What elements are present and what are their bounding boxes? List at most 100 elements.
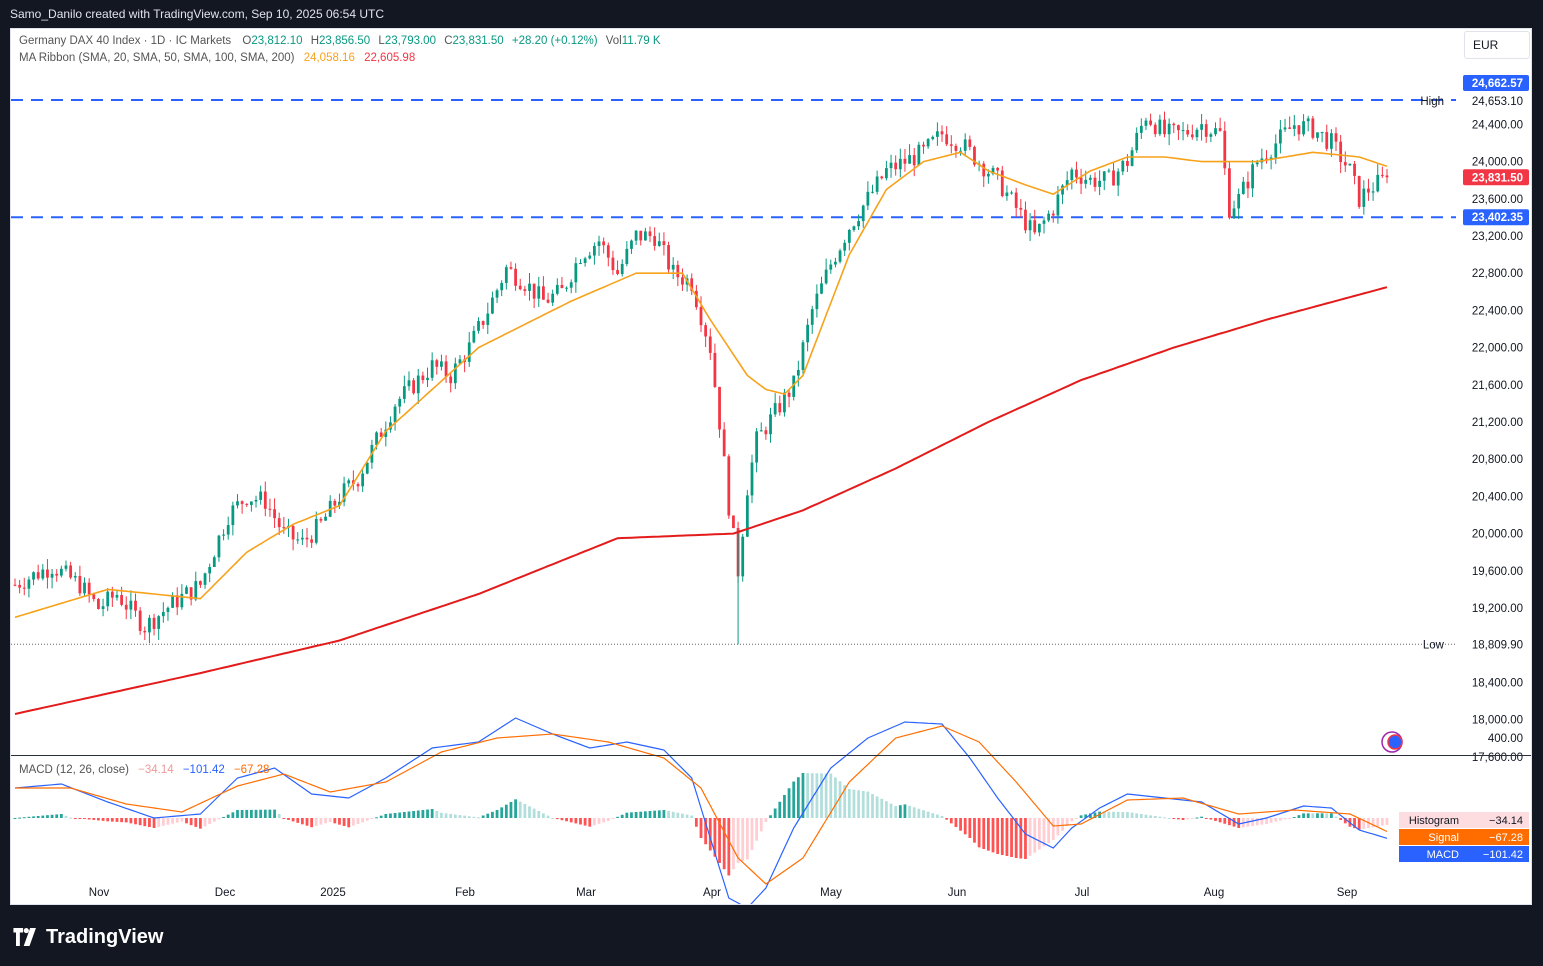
time-tick-label: Sep [1337,887,1357,899]
candle-body [1255,162,1259,165]
macd-histogram-bar [426,809,429,818]
macd-histogram-bar [963,818,967,835]
macd-histogram-bar [1283,818,1287,820]
candle-body [324,516,327,521]
macd-histogram-bar [1306,813,1310,818]
macd-histogram-bar [319,818,323,825]
macd-histogram-bar [245,809,249,818]
macd-histogram-bar [1065,818,1069,826]
macd-histogram-bar [630,812,633,818]
macd-histogram-bar [555,818,559,820]
candle-body [1139,125,1143,133]
candle-body [1228,168,1231,218]
candle-body [963,139,967,151]
macd-histogram-bar [727,818,731,876]
pane-separator[interactable] [11,755,1531,756]
candle-body [973,146,976,165]
macd-histogram-bar [194,818,198,827]
macd-histogram-bar [593,818,596,826]
macd-histogram-bar [885,801,888,818]
macd-histogram-bar [509,802,513,818]
macd-histogram-bar [936,814,939,818]
macd-histogram-bar [254,809,258,818]
candle-body [1200,124,1203,130]
candle-body [1195,129,1199,138]
candle-body [616,270,619,275]
macd-histogram-bar [759,818,763,832]
support-level-badge: 23,402.35 [1472,212,1524,224]
macd-histogram-bar [263,809,267,818]
candle-body [1362,188,1366,207]
candle-body [1367,188,1370,193]
candle-body [1024,209,1027,231]
candle-body [732,515,735,529]
candle-body [115,595,119,598]
candle-body [486,313,490,325]
candle-body [959,150,962,152]
macd-histogram-bar [1339,818,1343,820]
price-tick-label: 17,600.00 [1472,752,1523,764]
macd-histogram-bar [977,818,981,848]
macd-histogram-bar [560,818,564,821]
tradingview-logo[interactable]: TradingView [10,922,163,952]
macd-histogram-bar [41,815,45,818]
chart-frame[interactable]: 24,400.00 24,000.00 23,600.00 23,200.00 22,8… [10,28,1532,905]
macd-histogram-bar [579,818,582,825]
macd-histogram-bar [1255,818,1259,826]
price-chart[interactable]: 24,400.00 24,000.00 23,600.00 23,200.00 22,8… [11,29,1531,904]
candle-body [542,286,545,300]
currency-selector[interactable]: EUR [1464,31,1530,59]
candle-body [648,231,652,237]
candle-body [1218,128,1222,131]
macd-histogram-bar [750,818,754,850]
candle-body [982,163,986,177]
macd-histogram-bar [1265,818,1268,824]
candle-body [1329,133,1333,149]
candle-body [1037,223,1041,233]
candle-body [662,241,666,246]
candle-body [1065,180,1069,186]
macd-histogram-bar [945,818,949,820]
macd-histogram-bar [1371,818,1375,828]
macd-histogram-bar [32,816,35,818]
macd-histogram-bar [922,810,925,818]
brand-name: TradingView [46,926,164,948]
macd-histogram-bar [1218,818,1222,823]
macd-histogram-bar [231,812,235,818]
macd-histogram-bar [926,811,930,818]
support-level-badge-bg [1463,209,1529,226]
candle-body [157,616,161,629]
macd-histogram-bar [189,818,193,826]
macd-histogram-bar [1112,811,1115,818]
macd-histogram-bar [537,811,541,818]
macd-histogram-bar [69,817,73,819]
candle-body [273,509,276,519]
macd-histogram-bar [843,785,847,818]
candle-body [1121,161,1125,172]
candle-body [296,539,300,541]
macd-histogram-bar [1121,811,1125,818]
candle-body [282,527,286,529]
candle-body [32,572,35,580]
high-label: H [310,35,320,47]
price-tick-label: 21,200.00 [1472,417,1523,429]
candle-body [551,293,555,303]
price-tick-label: 20,000.00 [1472,529,1523,541]
candle-body [509,267,513,269]
candle-body [472,330,476,343]
candle-body [1181,130,1185,132]
macd-histogram-bar [1047,818,1051,844]
macd-histogram-bar [949,818,953,824]
macd-histogram-bar [166,818,170,825]
candle-body [829,264,833,270]
macd-histogram-bar [973,818,976,843]
macd-histogram-bar [694,818,698,827]
candle-body [1214,128,1217,135]
macd-histogram-bar [1005,818,1009,856]
macd-histogram-bar [1214,818,1217,821]
candle-body [1232,208,1236,218]
macd-histogram-bar [87,818,91,820]
macd-histogram-bar [690,815,694,818]
candle-body [1130,150,1134,166]
histogram-badge-label-bg [1399,812,1463,828]
